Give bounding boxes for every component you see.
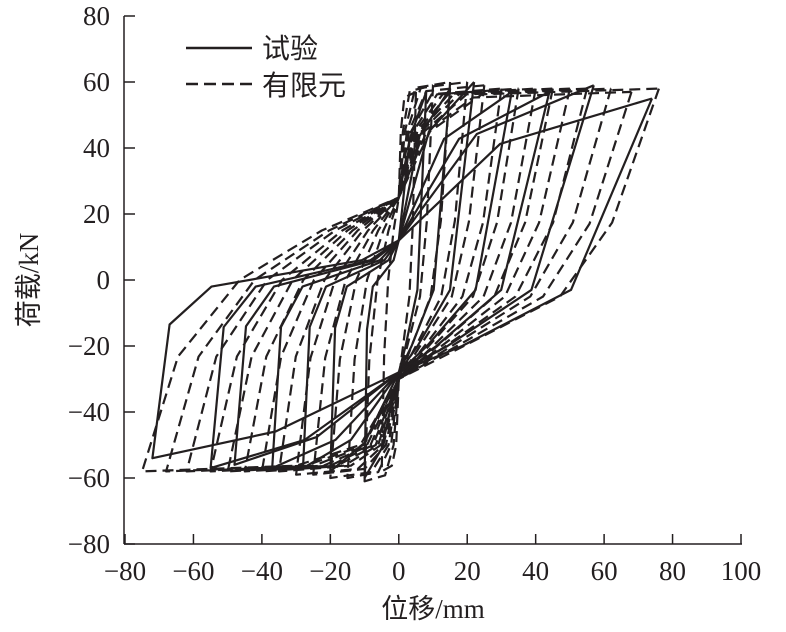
fe-loop-4 xyxy=(329,80,469,480)
fe-loop-10 xyxy=(226,87,571,473)
y-tick-label: −60 xyxy=(68,463,110,493)
x-tick-label: 100 xyxy=(721,556,762,586)
fe-loop-5 xyxy=(312,84,486,476)
legend: 试验 有限元 xyxy=(186,33,346,102)
y-tick-label: 40 xyxy=(83,133,110,163)
y-axis-label: 荷载/kN xyxy=(14,233,44,328)
y-tick-label: −40 xyxy=(68,397,110,427)
y-tick-label: −20 xyxy=(68,331,110,361)
x-ticks: −80 −60 −40 −20 0 20 40 60 80 100 xyxy=(104,534,761,586)
y-tick-label: −80 xyxy=(68,529,110,559)
x-tick-label: 0 xyxy=(392,556,406,586)
y-tick-label: 80 xyxy=(83,1,110,31)
x-axis-label: 位移/mm xyxy=(381,594,485,624)
test-loop-1 xyxy=(363,91,428,480)
test-loop-6 xyxy=(209,84,595,470)
y-tick-label: 20 xyxy=(83,199,110,229)
fe-loop-14 xyxy=(141,87,660,473)
legend-label-test: 试验 xyxy=(262,33,318,65)
plot-area xyxy=(141,80,660,483)
x-tick-label: −40 xyxy=(241,556,283,586)
y-tick-label: 60 xyxy=(83,67,110,97)
fe-loop-9 xyxy=(243,87,554,473)
x-tick-label: 80 xyxy=(659,556,686,586)
fe-loop-3 xyxy=(346,80,452,480)
fe-loop-1 xyxy=(380,90,417,473)
fe-loop-6 xyxy=(295,87,503,476)
y-tick-label: 0 xyxy=(97,265,111,295)
x-tick-label: −80 xyxy=(104,556,146,586)
x-tick-label: 60 xyxy=(591,556,618,586)
fe-loop-7 xyxy=(277,87,520,473)
fe-loop-8 xyxy=(260,87,537,473)
x-tick-label: −60 xyxy=(172,556,214,586)
fe-loop-11 xyxy=(209,87,589,473)
x-tick-label: −20 xyxy=(309,556,351,586)
fe-loop-2 xyxy=(363,84,435,483)
x-tick-label: 20 xyxy=(454,556,481,586)
y-ticks: −80 −60 −40 −20 0 20 40 60 80 xyxy=(68,1,135,559)
test-loop-3 xyxy=(301,81,476,470)
test-loop-7 xyxy=(151,97,654,460)
x-tick-label: 40 xyxy=(522,556,549,586)
legend-label-fe: 有限元 xyxy=(262,70,346,102)
test-loop-4 xyxy=(271,90,513,470)
